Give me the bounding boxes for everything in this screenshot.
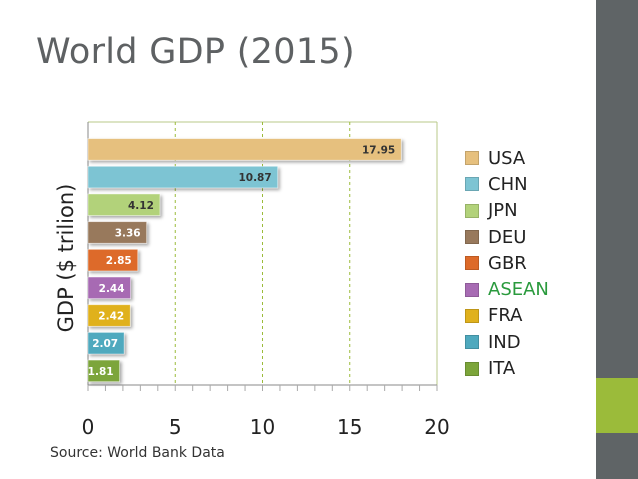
legend-label: JPN — [488, 200, 518, 222]
bar-value-label: 1.81 — [88, 366, 114, 378]
legend-swatch — [465, 282, 479, 297]
bar-fra — [87, 304, 131, 327]
legend-item-deu: DEU — [465, 224, 549, 250]
legend-swatch — [465, 177, 479, 192]
legend-item-chn: CHN — [465, 171, 549, 197]
legend-item-asean: ASEAN — [465, 276, 549, 302]
bar-asean — [87, 276, 131, 300]
bar-value-label: 17.95 — [362, 144, 395, 156]
bar-value-label: 4.12 — [128, 200, 154, 212]
x-tick-label: 10 — [250, 415, 275, 439]
legend-item-ind: IND — [465, 329, 549, 355]
bar-gbr — [87, 248, 139, 272]
legend-item-jpn: JPN — [465, 198, 549, 224]
legend-swatch — [465, 203, 479, 218]
legend-swatch — [465, 151, 479, 166]
legend-label: GBR — [488, 252, 527, 274]
legend-label: USA — [488, 147, 526, 169]
legend-label: FRA — [488, 305, 523, 327]
bar-value-label: 2.44 — [99, 283, 125, 295]
bar-ita — [87, 359, 120, 383]
x-tick-label: 20 — [424, 415, 449, 439]
bar-value-label: 2.42 — [98, 311, 124, 323]
sidebar-accent — [596, 378, 638, 433]
x-tick-label: 5 — [169, 415, 182, 439]
bar-ind — [87, 331, 125, 355]
legend-swatch — [465, 361, 479, 376]
legend-swatch — [465, 308, 479, 323]
x-tick-label: 15 — [337, 415, 362, 439]
bar-value-label: 2.85 — [106, 255, 132, 267]
bar-jpn — [87, 193, 161, 216]
legend-item-fra: FRA — [465, 303, 549, 329]
legend-swatch — [465, 256, 479, 271]
chart-legend: USA CHN JPN DEU GBR ASEAN FRA IND ITA — [465, 145, 549, 382]
legend-swatch — [465, 335, 479, 350]
legend-label: DEU — [488, 226, 527, 248]
legend-item-usa: USA — [465, 145, 549, 171]
bar-value-label: 3.36 — [115, 227, 141, 239]
bar-usa — [87, 138, 402, 161]
legend-item-ita: ITA — [465, 355, 549, 381]
bar-value-label: 2.07 — [92, 338, 118, 350]
source-note: Source: World Bank Data — [50, 445, 225, 461]
bar-chn — [87, 165, 279, 189]
legend-label: IND — [488, 331, 521, 353]
bar-value-label: 10.87 — [238, 172, 271, 184]
legend-label: CHN — [488, 173, 528, 195]
legend-swatch — [465, 230, 479, 245]
legend-label: ITA — [488, 358, 516, 380]
bar-deu — [87, 221, 148, 244]
legend-label: ASEAN — [488, 279, 549, 301]
slide-title: World GDP (2015) — [36, 32, 355, 72]
x-tick-label: 0 — [82, 415, 95, 439]
legend-item-gbr: GBR — [465, 250, 549, 276]
